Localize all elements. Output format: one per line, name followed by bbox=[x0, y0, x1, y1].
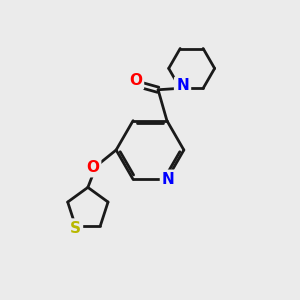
Text: O: O bbox=[86, 160, 99, 175]
Text: N: N bbox=[176, 78, 189, 93]
Text: S: S bbox=[70, 220, 81, 236]
Text: N: N bbox=[162, 172, 175, 187]
Text: O: O bbox=[129, 73, 142, 88]
